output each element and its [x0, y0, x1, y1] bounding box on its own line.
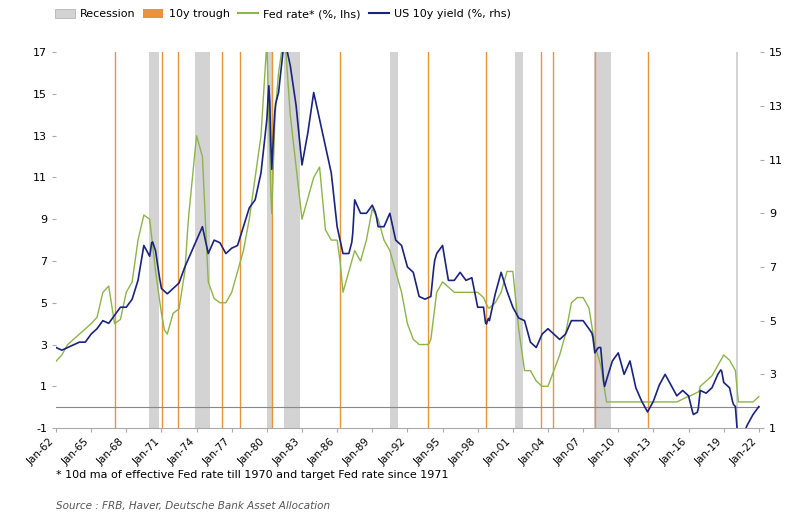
- Bar: [194, 52, 210, 428]
- Bar: [514, 52, 522, 428]
- Legend: Recession, 10y trough, Fed rate* (%, lhs), US 10y yield (%, rhs): Recession, 10y trough, Fed rate* (%, lhs…: [54, 9, 511, 19]
- Bar: [736, 52, 738, 428]
- Bar: [267, 52, 273, 428]
- Text: Source : FRB, Haver, Deutsche Bank Asset Allocation: Source : FRB, Haver, Deutsche Bank Asset…: [56, 501, 330, 511]
- Bar: [390, 52, 398, 428]
- Text: * 10d ma of effective Fed rate till 1970 and target Fed rate since 1971: * 10d ma of effective Fed rate till 1970…: [56, 470, 449, 480]
- Bar: [149, 52, 159, 428]
- Bar: [285, 52, 300, 428]
- Bar: [594, 52, 611, 428]
